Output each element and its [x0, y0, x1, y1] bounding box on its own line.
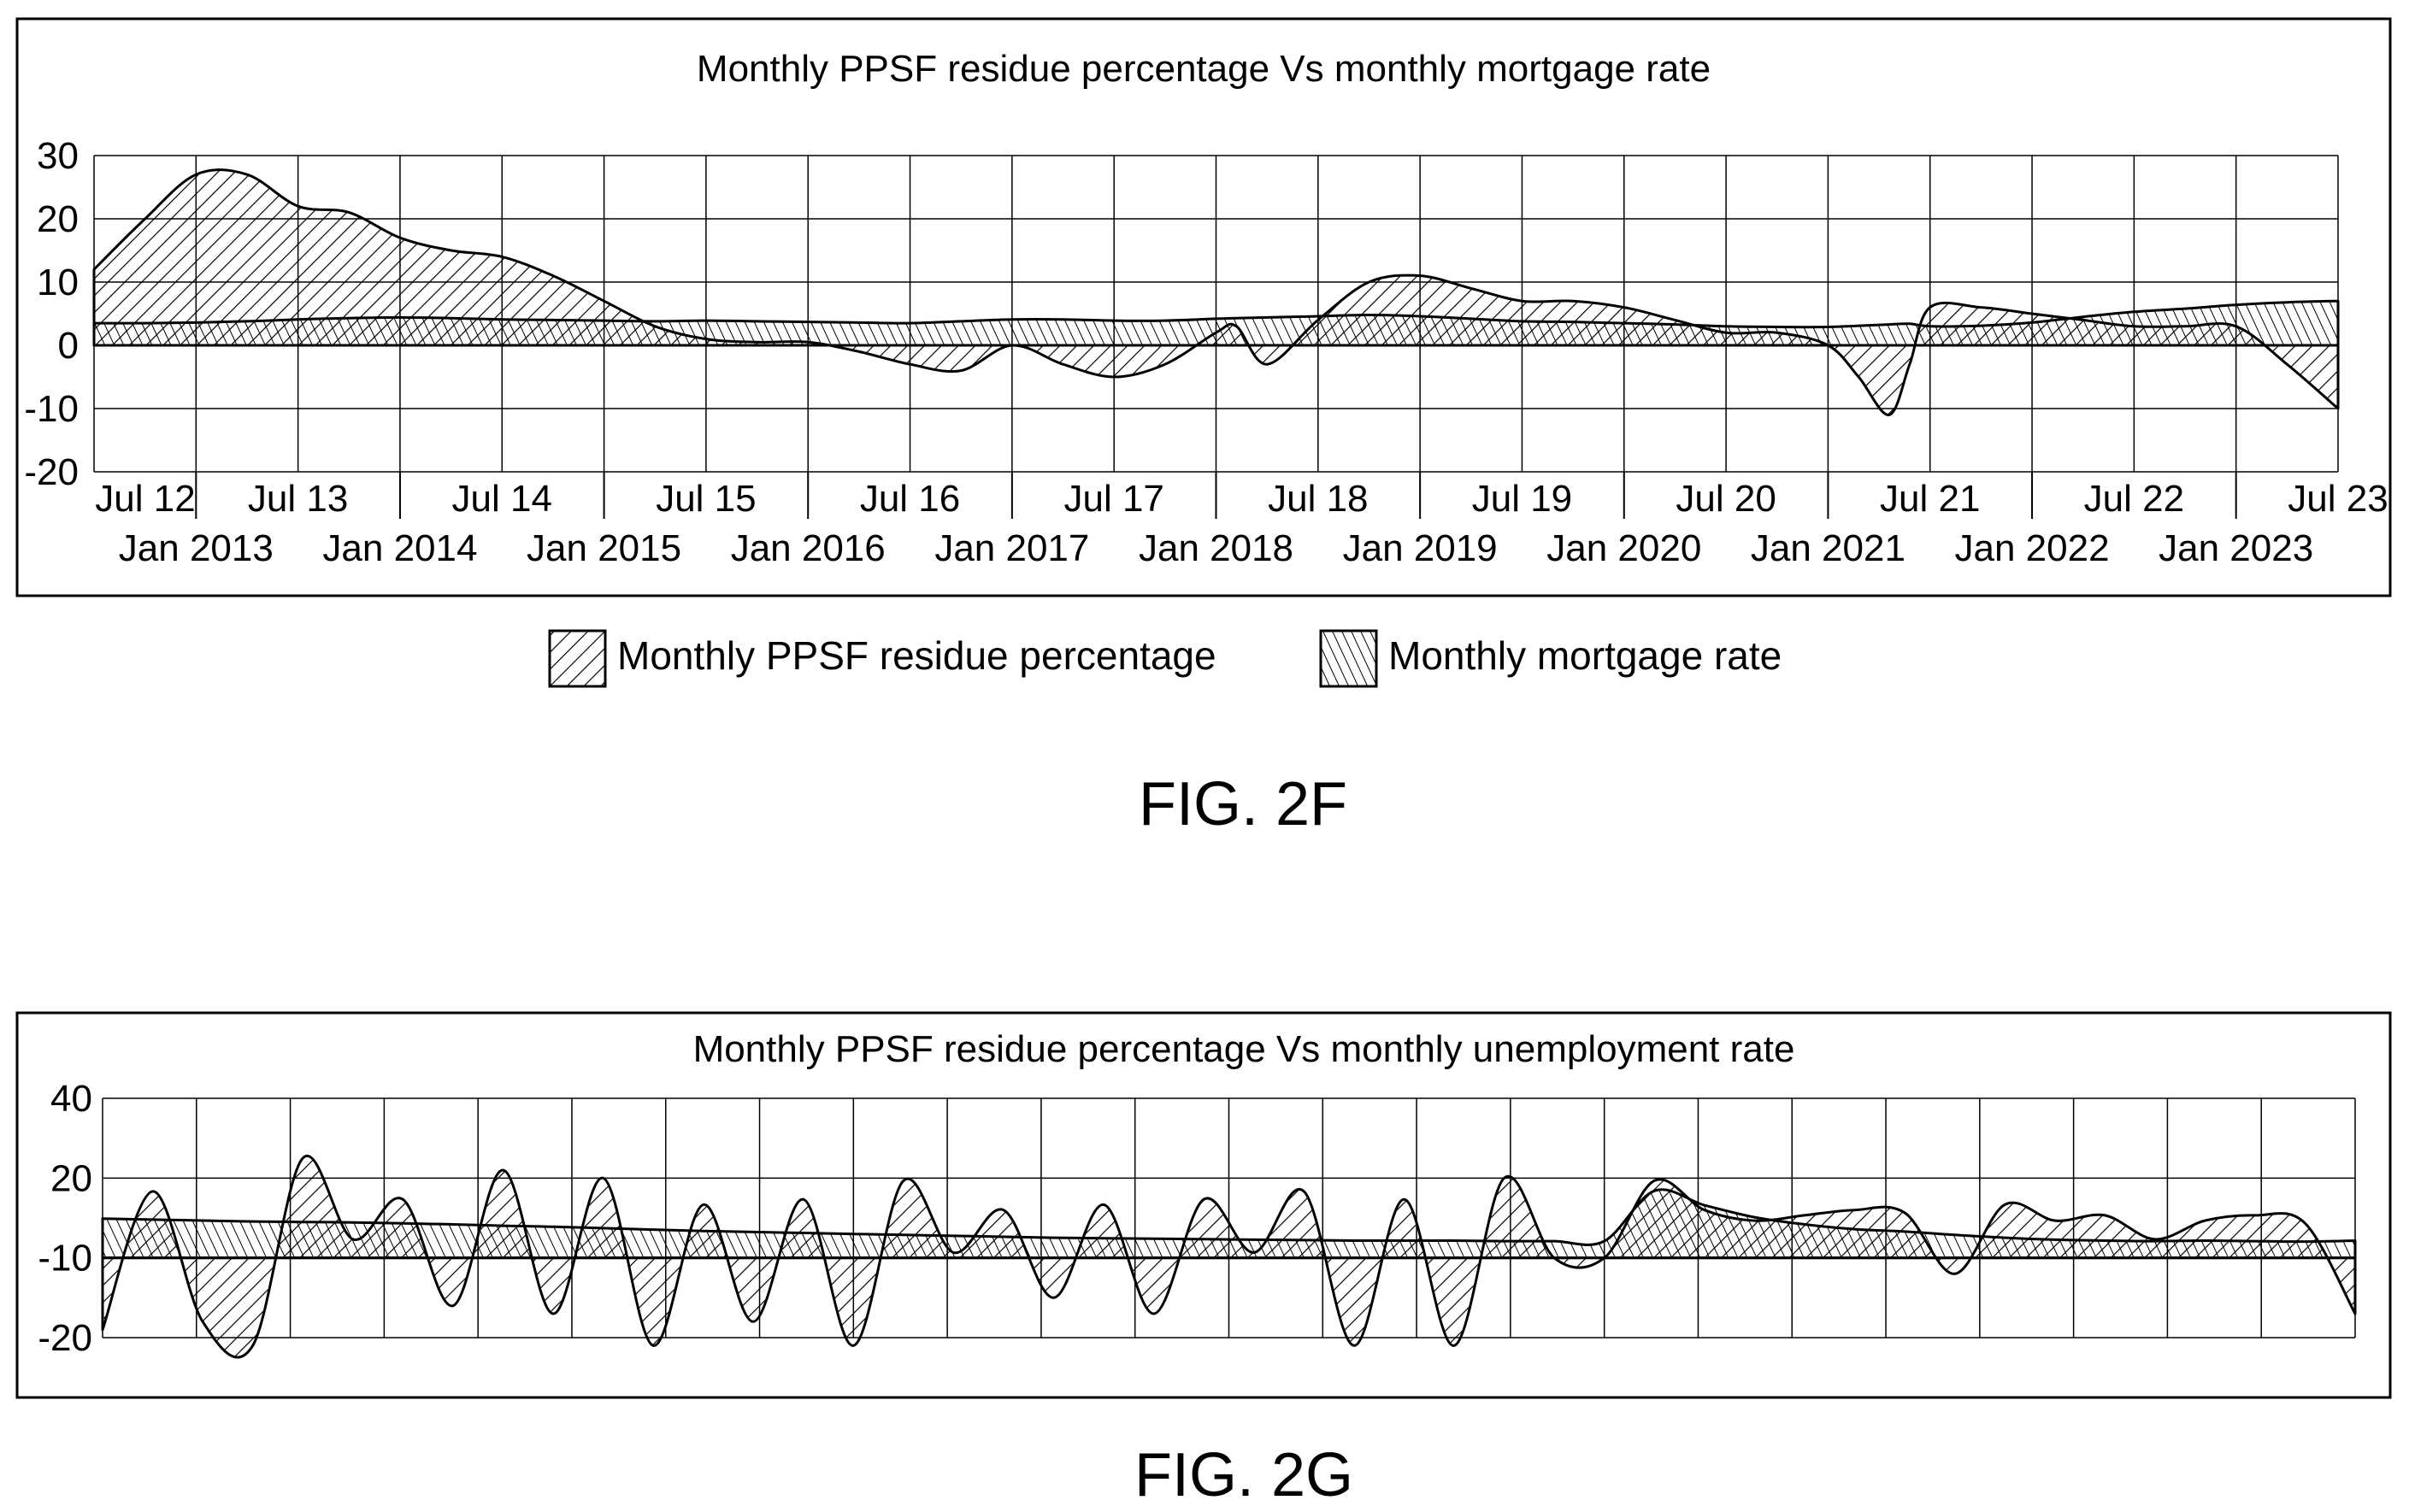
chart-2f-x-tick-label: Jul 21 [1880, 478, 1980, 520]
chart-2f-y-tick-label: 30 [37, 135, 79, 177]
legend-label-mortgage: Monthly mortgage rate [1388, 633, 1782, 678]
figure-label-2g: FIG. 2G [1134, 1441, 1353, 1509]
chart-2f-x-tick-label: Jan 2021 [1751, 527, 1905, 569]
chart-2g-y-ticks: 40 20 -10 -20 [38, 1078, 92, 1359]
chart-2g-y-tick-label: -20 [38, 1317, 92, 1359]
chart-2f-x-tick-label: Jul 13 [248, 478, 348, 520]
figure-label-2f: FIG. 2F [1139, 770, 1347, 838]
chart-2f-x-tick-label: Jan 2013 [119, 527, 274, 569]
series-ppsf-area [92, 168, 2340, 416]
chart-2f-x-tick-label: Jul 16 [860, 478, 960, 520]
chart-2f-y-tick-label: 10 [37, 262, 79, 303]
chart-2f-x-tick-label: Jul 12 [95, 478, 195, 520]
chart-2f-x-tick-label: Jan 2019 [1343, 527, 1498, 569]
chart-2f-x-tick-label: Jul 17 [1063, 478, 1163, 520]
chart-2f-x-tick-label: Jul 20 [1676, 478, 1776, 520]
chart-2f-y-ticks: 30 20 10 0 -10 -20 [24, 135, 79, 493]
chart-2g-y-tick-label: 40 [50, 1078, 92, 1120]
chart-2f-x-tick-label: Jul 18 [1268, 478, 1368, 520]
chart-2g: Monthly PPSF residue percentage Vs month… [15, 1011, 2392, 1399]
chart-2f-areas [92, 168, 2340, 416]
chart-2f-x-tick-label: Jan 2016 [731, 527, 886, 569]
chart-2f-x-tick-label: Jan 2017 [934, 527, 1089, 569]
chart-2f-y-tick-label: 20 [37, 198, 79, 240]
chart-2g-frame [15, 1011, 2392, 1399]
series-ppsf-area-2g [101, 1154, 2357, 1359]
chart-2f-x-tick-label: Jan 2022 [1955, 527, 2110, 569]
chart-2f-y-tick-label: -20 [24, 451, 79, 493]
chart-2f-y-tick-label: -10 [24, 388, 79, 430]
chart-2f-x-tick-label: Jan 2014 [322, 527, 477, 569]
chart-2f: Monthly PPSF residue percentage Vs month… [15, 17, 2392, 597]
chart-2f-x-tick-label: Jul 15 [656, 478, 756, 520]
chart-2g-title: Monthly PPSF residue percentage Vs month… [693, 1028, 1795, 1070]
chart-2f-x-tick-label: Jan 2015 [527, 527, 681, 569]
chart-2f-x-tick-label: Jul 23 [2288, 478, 2388, 520]
chart-2f-frame [15, 17, 2392, 597]
chart-2f-x-ticks: Jul 12 Jul 13 Jul 14 Jul 15 Jul 16 Jul 17 Jul … [95, 478, 2388, 569]
chart-2g-y-tick-label: -10 [38, 1238, 92, 1280]
chart-2g-y-tick-label: 20 [50, 1157, 92, 1199]
chart-2f-y-tick-label: 0 [58, 325, 79, 367]
chart-2g-areas [101, 1154, 2357, 1359]
chart-2f-x-tick-label: Jan 2018 [1139, 527, 1293, 569]
chart-2f-x-tick-label: Jul 22 [2084, 478, 2184, 520]
chart-2f-x-tick-label: Jul 14 [452, 478, 552, 520]
chart-2f-x-tick-label: Jan 2020 [1546, 527, 1701, 569]
legend-label-ppsf: Monthly PPSF residue percentage [617, 633, 1216, 678]
chart-2f-legend: Monthly PPSF residue percentage Monthly … [548, 629, 1782, 688]
chart-2f-x-tick-label: Jul 19 [1472, 478, 1572, 520]
legend-swatch-mortgage [1319, 629, 1378, 688]
chart-2f-x-tick-label: Jan 2023 [2159, 527, 2313, 569]
chart-2f-title: Monthly PPSF residue percentage Vs month… [697, 48, 1711, 90]
legend-swatch-ppsf [548, 629, 607, 688]
